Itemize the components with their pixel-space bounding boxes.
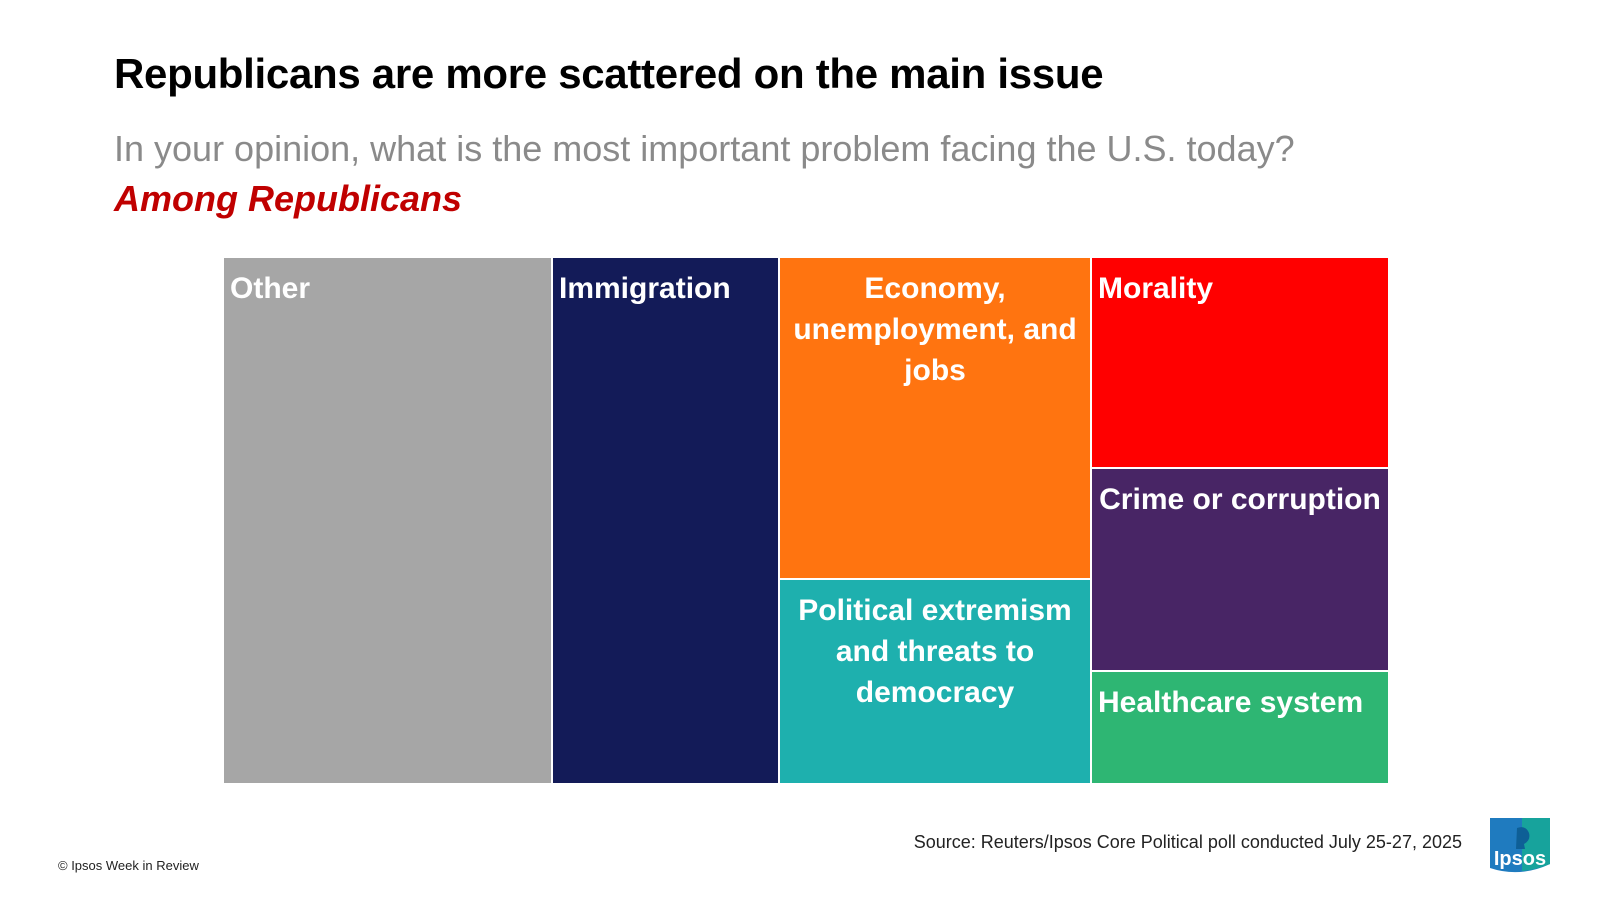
ipsos-logo: Ipsos bbox=[1490, 818, 1550, 873]
tile-healthcare: Healthcare system bbox=[1091, 671, 1389, 784]
tile-political-extremism: Political extremism and threats to democ… bbox=[779, 579, 1091, 784]
treemap-chart: Other Immigration Economy, unemployment,… bbox=[223, 257, 1389, 784]
tile-crime: Crime or corruption bbox=[1091, 468, 1389, 671]
tile-morality: Morality bbox=[1091, 257, 1389, 468]
tile-other: Other bbox=[223, 257, 552, 784]
chart-subtitle: In your opinion, what is the most import… bbox=[114, 128, 1295, 169]
group-label: Among Republicans bbox=[114, 178, 463, 219]
logo-text: Ipsos bbox=[1494, 848, 1546, 870]
chart-title: Republicans are more scattered on the ma… bbox=[114, 50, 1104, 97]
copyright-note: © Ipsos Week in Review bbox=[58, 858, 199, 873]
source-note: Source: Reuters/Ipsos Core Political pol… bbox=[913, 832, 1462, 852]
tile-immigration: Immigration bbox=[552, 257, 779, 784]
tile-economy: Economy, unemployment, and jobs bbox=[779, 257, 1091, 579]
